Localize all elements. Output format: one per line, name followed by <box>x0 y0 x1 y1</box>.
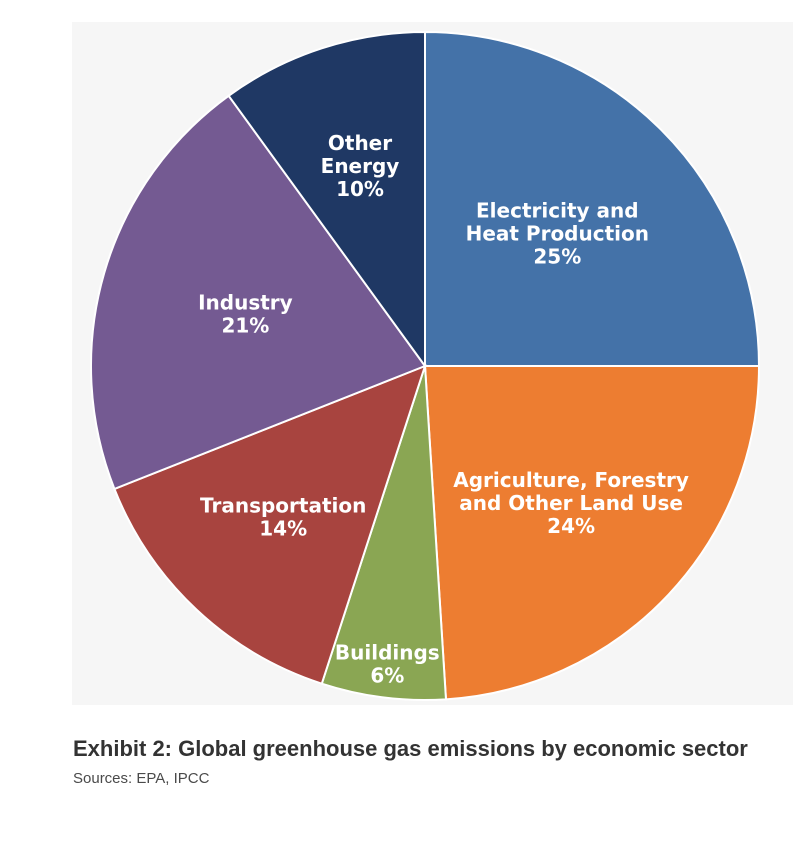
slice-name-label: Heat Production <box>466 222 649 246</box>
slice-label: Buildings 6% <box>335 641 440 688</box>
slice-label: Industry 21% <box>198 290 293 337</box>
figure-title: Exhibit 2: Global greenhouse gas emissio… <box>73 736 748 761</box>
slice-name-label: Agriculture, Forestry <box>453 468 689 492</box>
pie-slice <box>227 30 426 370</box>
pie-slice <box>320 365 448 701</box>
slice-value-label: 25% <box>533 245 581 269</box>
figure-source: Sources: EPA, IPCC <box>73 770 210 787</box>
figure-caption: Exhibit 2: Global greenhouse gas emissio… <box>73 733 753 789</box>
slice-value-label: 24% <box>547 514 595 538</box>
slice-label: Agriculture, Forestry and Other Land Use 2… <box>453 468 689 538</box>
slice-name-label: Industry <box>198 290 293 314</box>
slice-value-label: 21% <box>221 313 269 337</box>
slice-label: Electricity and Heat Production 25% <box>466 199 649 269</box>
slice-label: Transportation 14% <box>200 494 366 541</box>
pie-chart: Electricity and Heat Production 25% Agricul… <box>90 30 761 701</box>
slice-name-label: Other <box>328 131 392 155</box>
slice-label: Other Energy 10% <box>321 131 400 201</box>
pie-slice <box>113 364 427 685</box>
slice-value-label: 14% <box>259 517 307 541</box>
chart-panel: Electricity and Heat Production 25% Agricul… <box>72 22 793 705</box>
slice-name-label: and Other Land Use <box>459 491 683 515</box>
pie-slice <box>90 94 427 491</box>
slice-name-label: Electricity and <box>476 199 639 223</box>
pie-labels: Electricity and Heat Production 25% Agricul… <box>198 131 689 688</box>
slice-value-label: 6% <box>370 664 404 688</box>
pie-slice <box>423 365 761 701</box>
slice-name-label: Transportation <box>200 494 366 518</box>
pie-slice <box>424 30 761 367</box>
slice-name-label: Energy <box>321 154 400 178</box>
slice-name-label: Buildings <box>335 641 440 665</box>
slice-value-label: 10% <box>336 177 384 201</box>
pie-slices <box>90 30 761 701</box>
